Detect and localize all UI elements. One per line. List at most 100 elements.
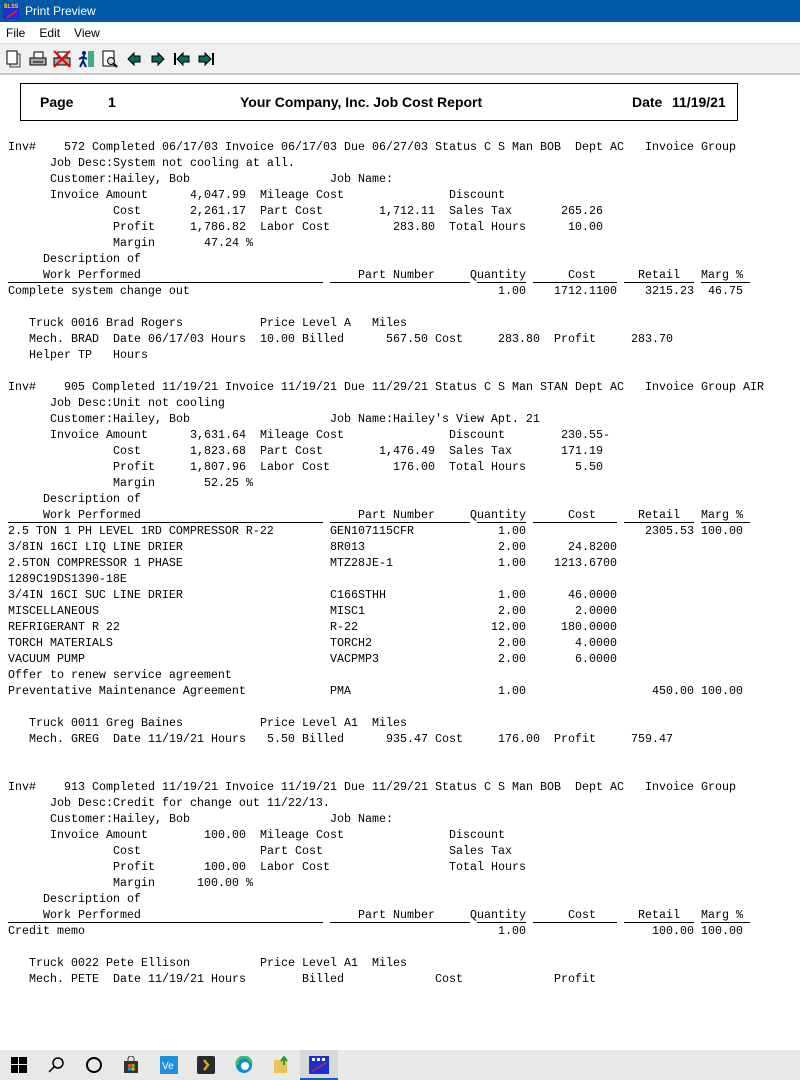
next-page-icon[interactable] [147,48,169,70]
sales-tax-label: Sales Tax [449,844,512,858]
work-performed-label: Work Performed [43,908,141,922]
item-quantity: 1.00 [498,588,526,602]
item-retail: 2305.53 [645,524,694,538]
item-cost: 24.8200 [568,540,617,554]
previous-page-icon[interactable] [123,48,145,70]
column-underline [533,282,617,283]
price-level-value: A [344,316,351,330]
discount-value: 230.55- [561,428,610,442]
inv-label: Inv# [8,380,36,394]
truck-technician: Pete Ellison [106,956,190,970]
toolbar [0,43,800,75]
plex-icon[interactable] [188,1050,226,1080]
invoice-number: 572 [64,140,85,154]
mech-label: Mech. [29,972,64,986]
billed-label: Billed [302,732,344,746]
windows-start-icon[interactable] [0,1050,38,1080]
mech-cost-label: Cost [435,732,463,746]
total-hours-value: 5.50 [575,460,603,474]
item-quantity: 2.00 [498,540,526,554]
truck-number: 0022 [71,956,99,970]
invoice-group-label: Invoice Group [645,140,736,154]
job-name-label: Job Name: [330,412,393,426]
invoice-date: 06/17/03 [281,140,337,154]
profit-value: 1,786.82 [190,220,246,234]
zoom-page-icon[interactable] [99,48,121,70]
item-quantity: 1.00 [498,524,526,538]
menu-file[interactable]: File [6,25,26,40]
edge-icon[interactable] [225,1050,263,1080]
exit-icon[interactable] [75,48,97,70]
search-icon[interactable] [38,1050,76,1080]
file-explorer-icon[interactable] [263,1050,301,1080]
price-level-label: Price Level [260,316,337,330]
mech-hours-label: Hours [211,732,246,746]
customer-value: Hailey, Bob [113,812,190,826]
app-logo-text: BLSS [4,3,19,10]
part-cost-value: 1,712.11 [379,204,435,218]
profit-label: Profit [113,860,155,874]
total-hours-label: Total Hours [449,220,526,234]
page-number: 1 [108,94,116,110]
customer-value: Hailey, Bob [113,412,190,426]
item-description: VACUUM PUMP [8,652,85,666]
cost-value: 1,823.68 [190,444,246,458]
mech-date: 06/17/03 [148,332,204,346]
cortana-icon[interactable] [75,1050,113,1080]
copy-page-icon[interactable] [3,48,25,70]
mech-date: 11/19/21 [148,972,204,986]
item-description: 1289C19DS1390-18E [8,572,127,586]
quantity-header: Quantity [470,908,526,922]
item-part-number: MTZ28JE-1 [330,556,393,570]
billed-value: 567.50 [386,332,428,346]
job-desc-label: Job Desc: [50,396,113,410]
price-level-label: Price Level [260,716,337,730]
margin-label: Margin [113,236,155,250]
mech-profit-label: Profit [554,972,596,986]
customer-value: Hailey, Bob [113,172,190,186]
menu-edit[interactable]: Edit [39,25,61,40]
print-icon[interactable] [27,48,49,70]
cost-label: Cost [113,444,141,458]
invoice-amount-value: 4,047.99 [190,188,246,202]
dept-value: AC [610,380,624,394]
last-page-icon[interactable] [195,48,217,70]
store-icon[interactable] [113,1050,151,1080]
column-underline [624,922,694,923]
profit-value: 1,807.96 [190,460,246,474]
price-level-label: Price Level [260,956,337,970]
labor-cost-value: 176.00 [393,460,435,474]
menu-view[interactable]: View [74,25,100,40]
completed-label: Completed [92,780,155,794]
billed-label: Billed [302,332,344,346]
print-preview-area[interactable]: Page 1 Your Company, Inc. Job Cost Repor… [0,75,800,1050]
quantity-header: Quantity [470,508,526,522]
item-cost: 46.0000 [568,588,617,602]
item-quantity: 1.00 [498,924,526,938]
invoice-group-label: Invoice Group [645,380,736,394]
description-of-label: Description of [43,492,141,506]
margin-label: Margin [113,476,155,490]
item-retail: 100.00 [652,924,694,938]
mech-hours-value: 5.50 [267,732,295,746]
status-label: Status [435,780,477,794]
column-underline [330,522,470,523]
ve-app-icon[interactable]: Ve [150,1050,188,1080]
cancel-print-icon[interactable] [51,48,73,70]
item-description: 3/8IN 16CI LIQ LINE DRIER [8,540,183,554]
item-part-number: 8R013 [330,540,365,554]
completed-label: Completed [92,140,155,154]
column-underline [477,522,526,523]
invoice-amount-label: Invoice Amount [50,188,148,202]
print-preview-app-icon[interactable] [300,1050,338,1080]
completed-date: 06/17/03 [162,140,218,154]
invoice-amount-label: Invoice Amount [50,428,148,442]
invoice-label: Invoice [225,780,274,794]
invoice-number: 905 [64,380,85,394]
item-cost: 4.0000 [575,636,617,650]
first-page-icon[interactable] [171,48,193,70]
truck-number: 0016 [71,316,99,330]
item-margin: 46.75 [708,284,743,298]
retail-header: Retail [638,508,680,522]
item-description: Complete system change out [8,284,190,298]
